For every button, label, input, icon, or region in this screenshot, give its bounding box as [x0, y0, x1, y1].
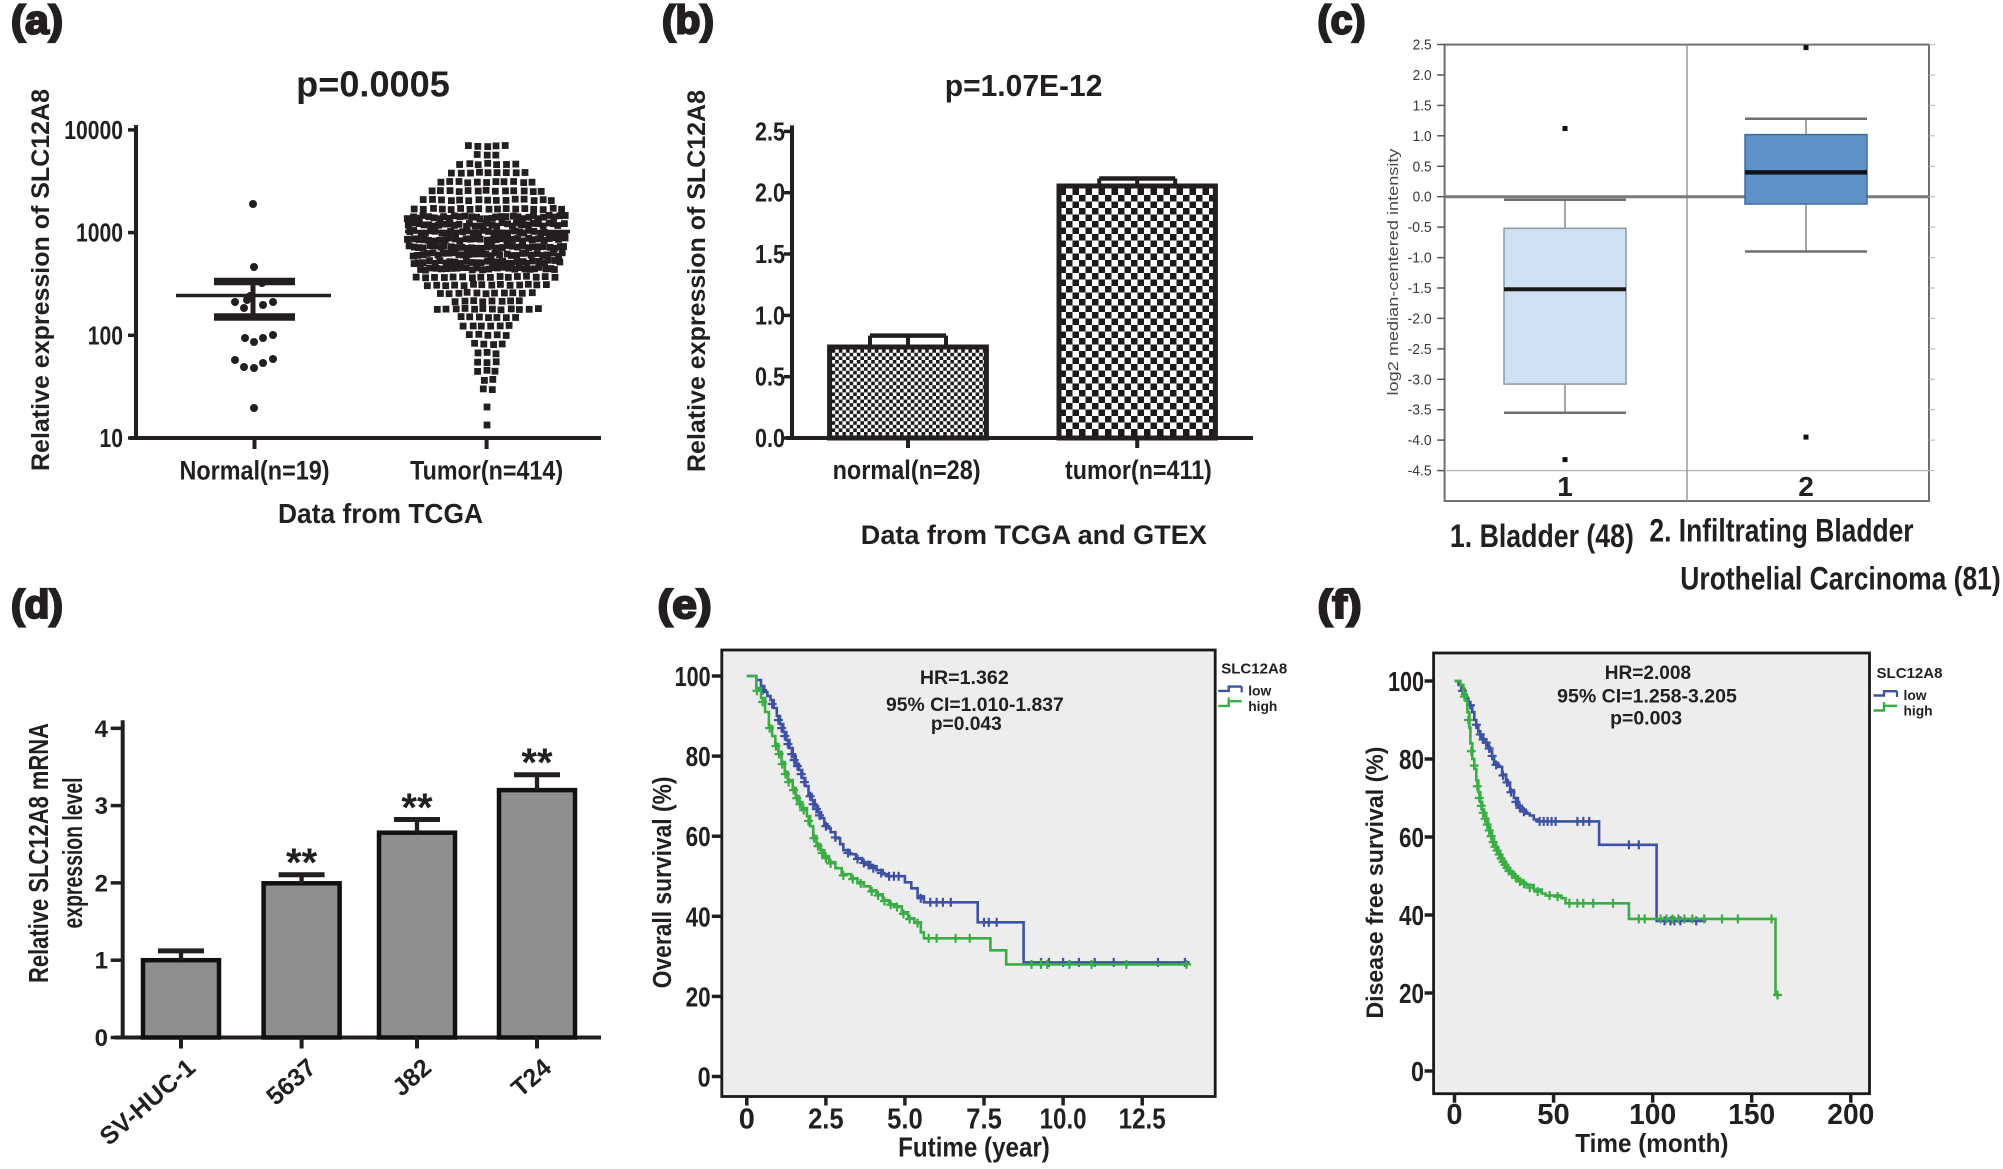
svg-text:2. Infiltrating Bladder: 2. Infiltrating Bladder [1649, 513, 1913, 549]
svg-text:5.0: 5.0 [887, 1104, 923, 1136]
svg-text:-2.5: -2.5 [1408, 341, 1432, 358]
svg-text:3: 3 [95, 793, 108, 820]
svg-text:Tumor(n=414): Tumor(n=414) [410, 456, 563, 486]
svg-text:2.0: 2.0 [1413, 67, 1432, 84]
svg-text:60: 60 [1399, 822, 1424, 853]
svg-text:1: 1 [1557, 471, 1573, 502]
svg-text:2.5: 2.5 [755, 116, 785, 146]
svg-text:10000: 10000 [64, 115, 123, 145]
svg-text:0.0: 0.0 [1413, 189, 1432, 206]
svg-text:(a): (a) [11, 0, 63, 43]
svg-text:Disease free survival (%): Disease free survival (%) [1362, 747, 1389, 1019]
svg-text:Futime (year): Futime (year) [898, 1132, 1050, 1163]
svg-text:50: 50 [1537, 1099, 1570, 1131]
svg-text:Urothelial Carcinoma (81): Urothelial Carcinoma (81) [1680, 560, 2000, 596]
svg-text:**: ** [401, 786, 433, 830]
svg-text:20: 20 [686, 981, 711, 1012]
svg-text:low: low [1904, 687, 1927, 703]
svg-text:-0.5: -0.5 [1408, 219, 1432, 236]
svg-text:2.5: 2.5 [1413, 37, 1432, 54]
svg-text:-1.0: -1.0 [1408, 250, 1432, 267]
svg-text:p=1.07E-12: p=1.07E-12 [945, 69, 1103, 103]
svg-text:p=0.003: p=0.003 [1610, 708, 1682, 730]
svg-text:1. Bladder (48): 1. Bladder (48) [1450, 518, 1634, 554]
svg-text:100: 100 [675, 661, 711, 692]
svg-text:normal(n=28): normal(n=28) [833, 455, 981, 485]
svg-text:Relative SLC12A8 mRNA: Relative SLC12A8 mRNA [23, 723, 54, 983]
svg-text:100: 100 [1629, 1099, 1676, 1131]
svg-text:-3.5: -3.5 [1408, 402, 1432, 419]
svg-text:2.0: 2.0 [755, 178, 785, 208]
svg-text:-3.0: -3.0 [1408, 371, 1432, 388]
svg-text:-1.5: -1.5 [1408, 280, 1432, 297]
svg-text:10.0: 10.0 [1040, 1104, 1087, 1136]
svg-text:2: 2 [95, 870, 108, 897]
svg-text:1: 1 [95, 948, 108, 975]
svg-text:(e): (e) [658, 583, 712, 627]
svg-text:expression level: expression level [57, 778, 88, 929]
svg-text:60: 60 [686, 821, 711, 852]
svg-text:0: 0 [739, 1104, 755, 1136]
svg-text:1.5: 1.5 [755, 239, 785, 269]
svg-text:0: 0 [698, 1062, 711, 1093]
svg-text:low: low [1248, 683, 1271, 699]
svg-text:Data from TCGA and GTEX: Data from TCGA and GTEX [861, 520, 1207, 550]
svg-text:-4.0: -4.0 [1408, 432, 1432, 449]
svg-text:high: high [1904, 703, 1933, 719]
svg-text:200: 200 [1827, 1099, 1874, 1131]
svg-text:Time (month): Time (month) [1575, 1128, 1728, 1158]
svg-text:0.5: 0.5 [755, 362, 785, 392]
svg-text:80: 80 [1399, 744, 1424, 775]
svg-text:(b): (b) [662, 0, 714, 43]
svg-text:1000: 1000 [76, 218, 123, 248]
svg-text:95% CI=1.010-1.837: 95% CI=1.010-1.837 [886, 694, 1064, 716]
svg-text:(c): (c) [1318, 0, 1366, 43]
svg-text:log2 median-centered intensity: log2 median-centered intensity [1385, 148, 1402, 396]
svg-text:0: 0 [95, 1025, 108, 1052]
svg-text:SLC12A8: SLC12A8 [1221, 660, 1287, 677]
svg-text:100: 100 [1388, 666, 1424, 697]
svg-text:SLC12A8: SLC12A8 [1877, 665, 1943, 682]
svg-text:7.5: 7.5 [966, 1104, 1002, 1136]
svg-text:0: 0 [1411, 1056, 1424, 1087]
svg-text:20: 20 [1399, 978, 1424, 1009]
svg-text:40: 40 [1399, 900, 1424, 931]
svg-text:2: 2 [1798, 471, 1814, 502]
svg-text:-2.0: -2.0 [1408, 310, 1432, 327]
svg-text:0.5: 0.5 [1413, 158, 1432, 175]
svg-text:Relative expression of SLC12A8: Relative expression of SLC12A8 [683, 90, 711, 472]
svg-text:**: ** [521, 741, 553, 785]
svg-text:40: 40 [686, 901, 711, 932]
svg-text:tumor(n=411): tumor(n=411) [1065, 455, 1212, 485]
svg-text:100: 100 [88, 320, 123, 350]
svg-text:Overall survival (%): Overall survival (%) [649, 777, 677, 989]
svg-text:150: 150 [1728, 1099, 1775, 1131]
svg-text:80: 80 [686, 741, 711, 772]
svg-text:1.0: 1.0 [755, 300, 785, 330]
svg-text:12.5: 12.5 [1119, 1104, 1166, 1136]
svg-text:HR=2.008: HR=2.008 [1605, 662, 1691, 684]
svg-text:1.5: 1.5 [1413, 97, 1432, 114]
svg-text:(f): (f) [1318, 583, 1362, 627]
svg-text:high: high [1248, 698, 1277, 714]
svg-text:Normal(n=19): Normal(n=19) [180, 456, 330, 486]
svg-text:1.0: 1.0 [1413, 128, 1432, 145]
svg-text:HR=1.362: HR=1.362 [920, 667, 1009, 689]
svg-text:0: 0 [1446, 1099, 1462, 1131]
svg-text:p=0.0005: p=0.0005 [296, 64, 450, 105]
svg-text:Relative expression of SLC12A8: Relative expression of SLC12A8 [27, 89, 55, 471]
svg-text:10: 10 [100, 423, 124, 453]
svg-text:0.0: 0.0 [755, 423, 785, 453]
svg-text:Data from TCGA: Data from TCGA [278, 498, 483, 529]
svg-text:(d): (d) [11, 583, 63, 627]
svg-text:**: ** [286, 841, 318, 885]
svg-text:4: 4 [95, 716, 109, 743]
svg-text:95% CI=1.258-3.205: 95% CI=1.258-3.205 [1557, 685, 1737, 707]
svg-text:-4.5: -4.5 [1408, 463, 1432, 480]
svg-text:p=0.043: p=0.043 [931, 713, 1002, 735]
svg-text:2.5: 2.5 [808, 1104, 844, 1136]
